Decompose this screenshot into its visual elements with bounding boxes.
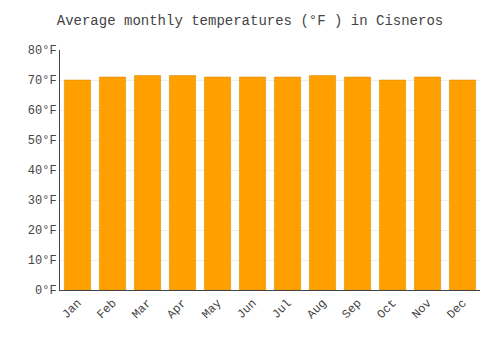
svg-text:Nov: Nov	[409, 297, 434, 322]
svg-text:Apr: Apr	[164, 297, 189, 322]
svg-text:Jul: Jul	[269, 297, 294, 322]
svg-text:Sep: Sep	[339, 297, 364, 322]
svg-text:Dec: Dec	[444, 297, 469, 322]
svg-text:Jun: Jun	[234, 297, 259, 322]
svg-text:50°F: 50°F	[28, 134, 57, 148]
svg-text:Feb: Feb	[94, 297, 119, 322]
svg-text:70°F: 70°F	[28, 74, 57, 88]
svg-text:May: May	[199, 297, 224, 322]
svg-text:Mar: Mar	[129, 297, 154, 322]
svg-text:30°F: 30°F	[28, 194, 57, 208]
svg-text:Oct: Oct	[374, 297, 399, 322]
svg-text:80°F: 80°F	[28, 44, 57, 58]
svg-text:0°F: 0°F	[35, 284, 57, 298]
svg-text:10°F: 10°F	[28, 254, 57, 268]
svg-text:20°F: 20°F	[28, 224, 57, 238]
svg-text:Jan: Jan	[59, 297, 84, 322]
svg-text:40°F: 40°F	[28, 164, 57, 178]
svg-text:Aug: Aug	[304, 297, 329, 322]
svg-text:60°F: 60°F	[28, 104, 57, 118]
svg-text:Average monthly temperatures (: Average monthly temperatures (°F ) in Ci…	[57, 13, 443, 29]
